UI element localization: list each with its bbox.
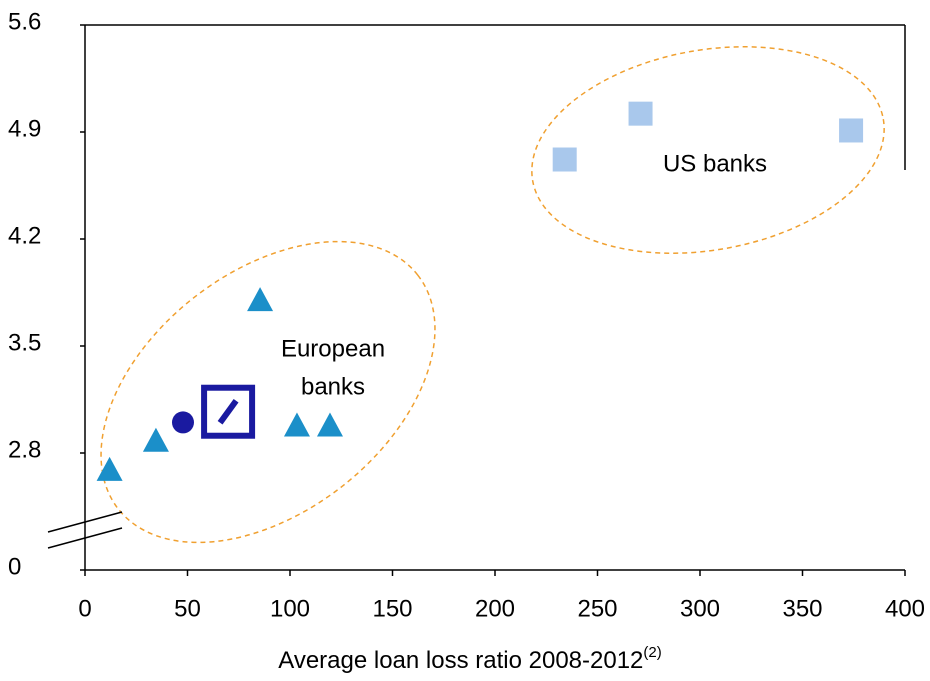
annotation: banks — [301, 373, 365, 400]
y-tick-label: 4.2 — [8, 222, 41, 249]
x-tick-label: 300 — [680, 595, 720, 622]
x-tick-label: 350 — [782, 595, 822, 622]
axis-break — [47, 527, 123, 549]
x-tick-label: 100 — [270, 595, 310, 622]
x-tick-label: 0 — [78, 595, 91, 622]
axis-break — [47, 511, 123, 533]
circle-marker — [171, 411, 194, 434]
y-tick-label: 2.8 — [8, 436, 41, 463]
x-axis-label: Average loan loss ratio 2008-2012(2) — [278, 644, 662, 674]
triangle-marker — [96, 456, 123, 481]
triangle-marker — [247, 287, 274, 312]
x-tick-label: 400 — [885, 595, 925, 622]
x-axis-label-note: (2) — [643, 644, 661, 661]
x-tick-label: 200 — [475, 595, 515, 622]
logo-marker — [201, 384, 256, 439]
square-marker — [628, 101, 653, 126]
x-tick-label: 50 — [174, 595, 201, 622]
triangle-marker — [142, 427, 169, 452]
square-marker — [552, 147, 577, 172]
x-tick-label: 150 — [372, 595, 412, 622]
triangle-marker — [283, 412, 310, 437]
square-marker — [839, 118, 864, 143]
y-tick-label: 4.9 — [8, 115, 41, 142]
y-tick-label: 0 — [8, 553, 21, 580]
annotation: European — [281, 335, 385, 362]
logo-slash — [217, 398, 239, 425]
us-ellipse — [531, 46, 885, 254]
x-axis-label-main: Average loan loss ratio 2008-2012 — [278, 647, 643, 674]
eu-ellipse — [100, 240, 436, 544]
y-tick-label: 5.6 — [8, 8, 41, 35]
x-tick-label: 250 — [577, 595, 617, 622]
y-tick-label: 3.5 — [8, 329, 41, 356]
triangle-marker — [316, 412, 343, 437]
annotation: US banks — [663, 150, 767, 177]
